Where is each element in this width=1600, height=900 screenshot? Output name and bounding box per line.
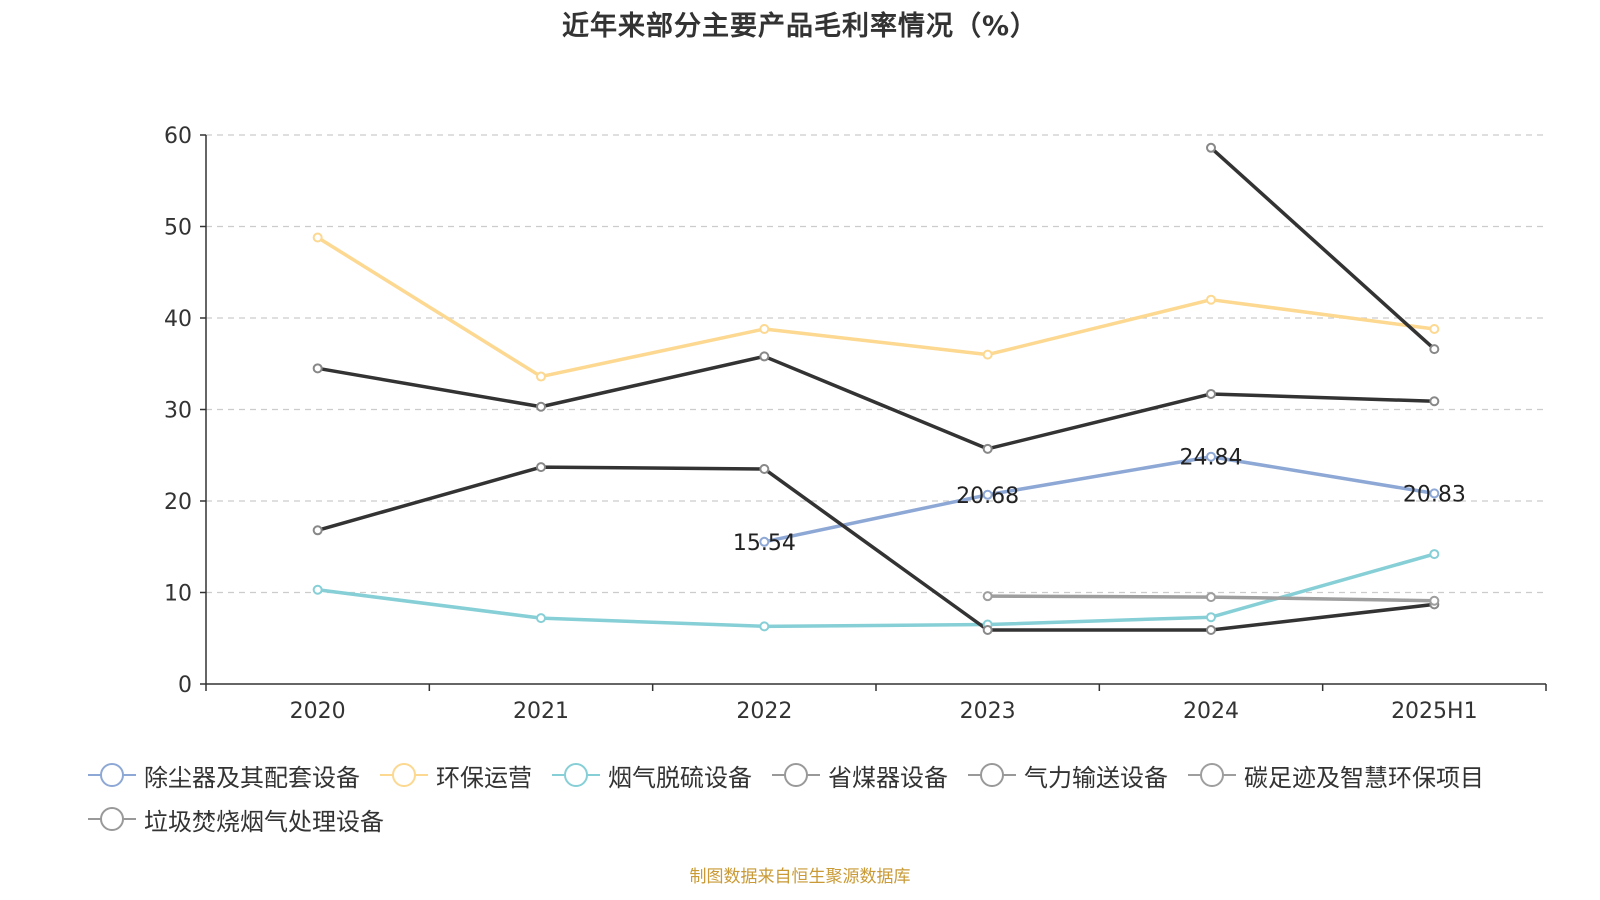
data-source-note: 制图数据来自恒生聚源数据库 [689, 867, 911, 887]
legend-label: 环保运营 [436, 763, 532, 792]
data-point-0 [1429, 488, 1440, 499]
data-point-5 [1206, 592, 1216, 603]
legend-line-circle-icon [88, 763, 136, 787]
data-point-4 [312, 525, 323, 536]
series-line-0 [763, 454, 1435, 544]
data-point-1 [312, 232, 323, 243]
data-point-3 [982, 443, 993, 454]
legend-item[interactable]: 除尘器及其配套设备 [88, 760, 360, 792]
legend-line-circle-icon [968, 763, 1016, 787]
data-point-3 [1429, 396, 1440, 407]
data-point-3 [1206, 388, 1216, 399]
data-label: 20.83 [1403, 482, 1466, 507]
series-line-2 [317, 552, 1435, 629]
x-tick-label: 2023 [960, 699, 1016, 724]
data-point-0 [982, 489, 993, 500]
legend-label: 除尘器及其配套设备 [144, 763, 360, 792]
legend-line-circle-icon [380, 763, 428, 787]
legend-item[interactable]: 气力输送设备 [968, 760, 1168, 792]
data-point-1 [536, 371, 546, 382]
x-tick-label: 2021 [513, 699, 569, 724]
data-point-3 [536, 401, 546, 412]
legend-label: 垃圾焚烧烟气处理设备 [144, 807, 384, 836]
data-point-1 [982, 349, 993, 360]
legend-item[interactable]: 碳足迹及智慧环保项目 [1188, 760, 1484, 792]
data-point-5 [982, 591, 993, 602]
data-point-2 [1206, 612, 1216, 623]
data-point-1 [1429, 323, 1440, 334]
data-point-2 [759, 621, 770, 632]
x-tick-label: 2022 [736, 699, 792, 724]
data-point-4 [1206, 625, 1216, 636]
data-point-0 [1206, 451, 1216, 462]
legend-item[interactable]: 环保运营 [380, 760, 532, 792]
legend-label: 碳足迹及智慧环保项目 [1244, 763, 1484, 792]
data-point-4 [759, 463, 770, 474]
x-tick-label: 2024 [1183, 699, 1239, 724]
legend-label: 气力输送设备 [1024, 763, 1168, 792]
y-tick-label: 0 [178, 673, 192, 698]
data-label: 20.68 [956, 484, 1019, 509]
data-label: 15.54 [733, 531, 796, 556]
data-point-3 [759, 351, 770, 362]
y-tick-label: 10 [164, 582, 192, 607]
y-tick-label: 60 [164, 124, 192, 149]
data-point-2 [1429, 549, 1440, 560]
legend-label: 烟气脱硫设备 [608, 763, 752, 792]
data-point-5 [1429, 595, 1440, 606]
line-chart: 0 10 20 30 40 50 60 2020 2021 2022 2023 2024 2025H1 1… [164, 124, 1547, 724]
data-label: 24.84 [1180, 446, 1243, 471]
data-point-1 [759, 323, 770, 334]
series-line-6 [1209, 146, 1436, 351]
series-line-4 [317, 465, 1435, 632]
data-point-4 [982, 625, 993, 636]
chart-title: 近年来部分主要产品毛利率情况（%） [561, 11, 1039, 42]
legend-item[interactable]: 烟气脱硫设备 [552, 760, 752, 792]
data-point-6 [1429, 344, 1440, 355]
series-line-1 [316, 235, 1435, 379]
legend-line-circle-icon [772, 763, 820, 787]
legend-label: 省煤器设备 [828, 763, 948, 792]
y-tick-label: 50 [164, 216, 192, 241]
data-point-2 [312, 584, 323, 595]
data-point-6 [1206, 142, 1216, 153]
legend: 除尘器及其配套设备 环保运营 烟气脱硫设备 省煤器设备 气力输送设备 碳足迹及智慧环保项目… [88, 760, 1538, 836]
legend-line-circle-icon [1188, 763, 1236, 787]
y-tick-label: 20 [164, 490, 192, 515]
data-point-4 [536, 462, 546, 473]
legend-item[interactable]: 垃圾焚烧烟气处理设备 [88, 804, 384, 836]
data-point-1 [1206, 294, 1216, 305]
data-point-0 [759, 536, 770, 547]
data-point-2 [536, 613, 546, 624]
x-tick-label: 2020 [290, 699, 346, 724]
x-tick-label: 2025H1 [1391, 699, 1478, 724]
legend-line-circle-icon [552, 763, 600, 787]
legend-line-circle-icon [88, 807, 136, 831]
data-point-3 [312, 363, 323, 374]
legend-item[interactable]: 省煤器设备 [772, 760, 948, 792]
y-tick-label: 40 [164, 307, 192, 332]
y-tick-label: 30 [164, 399, 192, 424]
series-line-3 [317, 354, 1435, 451]
